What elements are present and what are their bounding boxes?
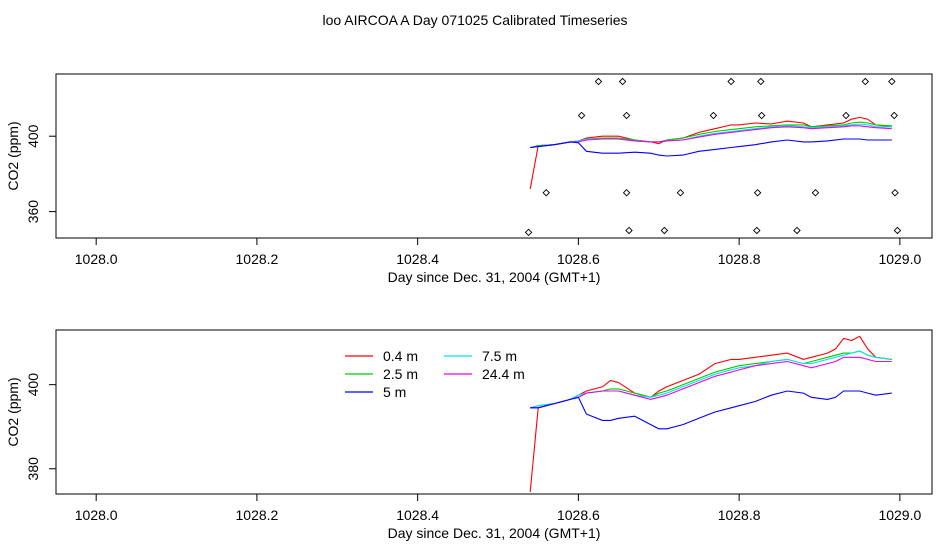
data-marker: [524, 228, 533, 237]
data-marker: [861, 77, 870, 86]
data-marker: [893, 226, 902, 235]
data-marker: [577, 111, 586, 120]
x-axis-label: Day since Dec. 31, 2004 (GMT+1): [388, 525, 601, 541]
y-axis-label: CO2 (ppm): [5, 377, 21, 446]
data-marker: [793, 226, 801, 235]
x-tick-label: 1028.2: [236, 507, 279, 523]
data-marker: [709, 111, 718, 120]
top-panel: 1028.0 1028.2 1028.4 1028.6 1028.8 1029.0 360 4…: [5, 73, 933, 285]
series-line-5-m: [530, 138, 892, 157]
series-line-24-4-m: [530, 125, 892, 149]
y-tick-label: 360: [25, 200, 41, 224]
legend-label: 7.5 m: [482, 348, 517, 364]
x-tick-label: 1028.4: [396, 507, 439, 523]
x-tick-label: 1028.8: [718, 251, 761, 267]
legend-label: 2.5 m: [383, 366, 418, 382]
bottom-panel: 1028.0 1028.2 1028.4 1028.6 1028.8 1029.0 380 4…: [5, 329, 933, 541]
series-line-2-5-m: [530, 350, 892, 409]
plot-frame: [55, 73, 933, 239]
legend: 0.4 m 2.5 m 5 m 7.5 m 24.4 m: [345, 348, 525, 400]
x-tick-label: 1028.6: [557, 507, 600, 523]
data-marker: [727, 77, 735, 86]
data-marker: [594, 77, 603, 86]
x-tick-label: 1028.0: [75, 507, 118, 523]
x-tick-label: 1029.0: [878, 507, 921, 523]
series-line-7-5-m: [530, 350, 892, 409]
data-marker: [842, 111, 850, 120]
y-tick-label: 400: [25, 124, 41, 148]
data-marker: [891, 189, 899, 197]
x-tick-label: 1028.0: [75, 251, 118, 267]
series-line-7-5-m: [530, 123, 892, 149]
y-tick-label: 400: [25, 373, 41, 397]
data-marker: [622, 189, 631, 197]
data-marker: [757, 111, 766, 120]
legend-label: 5 m: [383, 384, 406, 400]
y-tick-label: 380: [25, 457, 41, 481]
data-marker: [542, 189, 550, 197]
series-line-5-m: [530, 390, 892, 430]
x-tick-label: 1028.4: [396, 251, 439, 267]
x-tick-label: 1028.2: [236, 251, 279, 267]
data-marker: [676, 189, 685, 197]
plot-frame: [55, 329, 933, 495]
x-tick-label: 1029.0: [878, 251, 921, 267]
data-marker: [753, 226, 761, 235]
data-marker: [888, 77, 896, 86]
series-line-24-4-m: [530, 356, 892, 409]
x-tick-label: 1028.6: [557, 251, 600, 267]
x-tick-label: 1028.8: [718, 507, 761, 523]
data-marker: [660, 226, 669, 235]
series-line-0-4-m: [529, 335, 892, 492]
legend-label: 0.4 m: [383, 348, 418, 364]
data-marker: [622, 111, 631, 120]
x-axis-label: Day since Dec. 31, 2004 (GMT+1): [388, 269, 601, 285]
data-marker: [890, 111, 898, 120]
series-line-0-4-m: [529, 116, 892, 190]
data-marker: [811, 189, 820, 197]
chart-title: loo AIRCOA A Day 071025 Calibrated Times…: [322, 12, 627, 28]
data-marker: [757, 77, 765, 86]
legend-label: 24.4 m: [482, 366, 525, 382]
data-marker: [625, 226, 633, 235]
data-marker: [618, 77, 627, 86]
y-axis-label: CO2 (ppm): [5, 121, 21, 190]
data-marker: [753, 189, 762, 197]
